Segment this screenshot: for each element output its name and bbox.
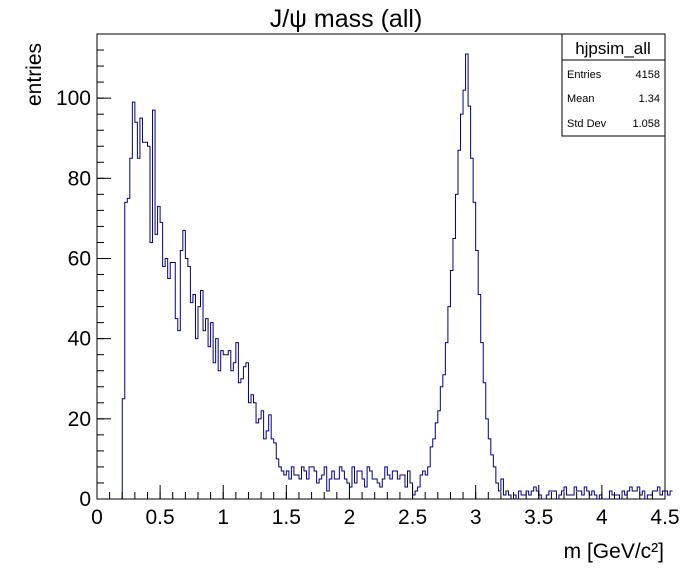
y-tick-label: 80 [68, 167, 91, 190]
x-tick-label: 0 [91, 506, 103, 529]
stats-std-label: Std Dev [567, 118, 607, 130]
y-tick-label: 0 [79, 488, 91, 511]
x-tick-label: 3 [470, 506, 482, 529]
y-tick-label: 40 [68, 328, 91, 351]
chart-title: J/ψ mass (all) [270, 5, 423, 33]
x-tick-label: 0.5 [146, 506, 175, 529]
y-tick-label: 60 [68, 247, 91, 270]
x-tick-label: 4.5 [650, 506, 679, 529]
x-tick-label: 3.5 [524, 506, 553, 529]
axis-ticks: 0 0.5 1 1.5 2 2.5 3 3.5 4 4.5 0 20 40 60 80 100 [56, 33, 680, 529]
histogram-outline [121, 53, 673, 500]
stats-mean-value: 1.34 [639, 93, 660, 105]
x-tick-label: 2 [344, 506, 356, 529]
y-tick-label: 100 [56, 87, 91, 110]
stats-std-value: 1.058 [632, 118, 660, 130]
x-tick-label: 4 [596, 506, 608, 529]
x-tick-label: 1.5 [272, 506, 301, 529]
stats-box: hjpsim_all Entries 4158 Mean 1.34 Std De… [561, 33, 666, 137]
stats-entries-label: Entries [567, 69, 602, 81]
y-tick-label: 20 [68, 408, 91, 431]
x-tick-label: 2.5 [398, 506, 427, 529]
y-axis-label: entries [23, 43, 46, 106]
x-axis-label: m [GeV/c²] [564, 540, 664, 563]
stats-entries-value: 4158 [636, 69, 660, 81]
stats-mean-label: Mean [567, 93, 595, 105]
stats-name: hjpsim_all [575, 39, 651, 58]
plot-frame [96, 33, 666, 500]
x-tick-label: 1 [217, 506, 229, 529]
